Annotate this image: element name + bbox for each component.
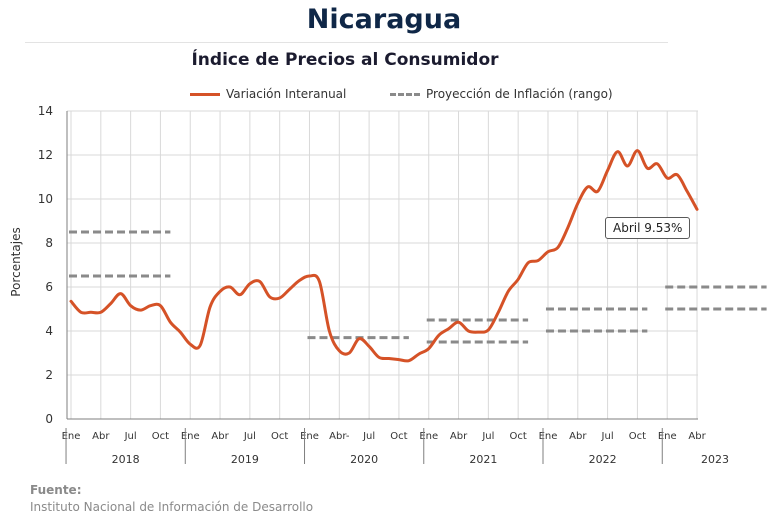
x-tick-label: Jul [362,431,375,442]
y-tick-label: 8 [45,236,53,250]
legend-label-projection: Proyección de Inflación (rango) [426,87,613,101]
year-label: 2018 [112,453,140,466]
title-divider [25,42,668,43]
legend: Variación Interanual Proyección de Infla… [0,87,768,107]
year-label: 2022 [589,453,617,466]
x-tick-label: Abr [211,431,229,442]
x-tick-label: Abr [92,431,110,442]
year-label: 2021 [469,453,497,466]
source-text: Instituto Nacional de Información de Des… [30,500,314,514]
x-tick-label: Jul [243,431,256,442]
y-axis-label: Porcentajes [9,227,23,297]
y-tick-label: 0 [45,412,53,426]
x-tick-label: Oct [510,431,527,442]
legend-swatch-series [190,92,220,96]
x-tick-label: Ene [419,431,438,442]
source-title: Fuente: [30,483,82,497]
y-tick-label: 4 [45,324,53,338]
x-tick-label: Oct [629,431,646,442]
x-tick-label: Ene [181,431,200,442]
year-label: 2019 [231,453,259,466]
year-label: 2023 [701,453,729,466]
x-tick-label: Ene [539,431,558,442]
x-tick-label: Jul [481,431,494,442]
x-tick-label: Oct [271,431,288,442]
annotation-callout: Abril 9.53% [605,217,691,239]
year-label: 2020 [350,453,378,466]
legend-label-series: Variación Interanual [226,87,347,101]
x-tick-label: Ene [300,431,319,442]
legend-item-projection: Proyección de Inflación (rango) [390,87,613,101]
x-tick-label: Abr [688,431,706,442]
x-tick-label: Jul [601,431,614,442]
x-tick-label: Oct [152,431,169,442]
x-tick-label: Abr [450,431,468,442]
chart-title: Nicaragua [306,4,462,35]
x-tick-label: Ene [62,431,81,442]
y-tick-label: 2 [45,368,53,382]
y-tick-label: 6 [45,280,53,294]
y-tick-label: 12 [38,148,53,162]
x-tick-label: Abr- [329,431,350,442]
x-tick-label: Jul [124,431,137,442]
chart-subtitle: Índice de Precios al Consumidor [191,50,499,70]
x-tick-label: Abr [569,431,587,442]
legend-swatch-projection [390,92,420,96]
legend-item-series: Variación Interanual [190,87,346,101]
y-tick-label: 10 [38,192,53,206]
y-tick-label: 14 [38,104,53,118]
series-line [69,149,699,363]
x-tick-label: Ene [658,431,677,442]
x-tick-label: Oct [390,431,407,442]
